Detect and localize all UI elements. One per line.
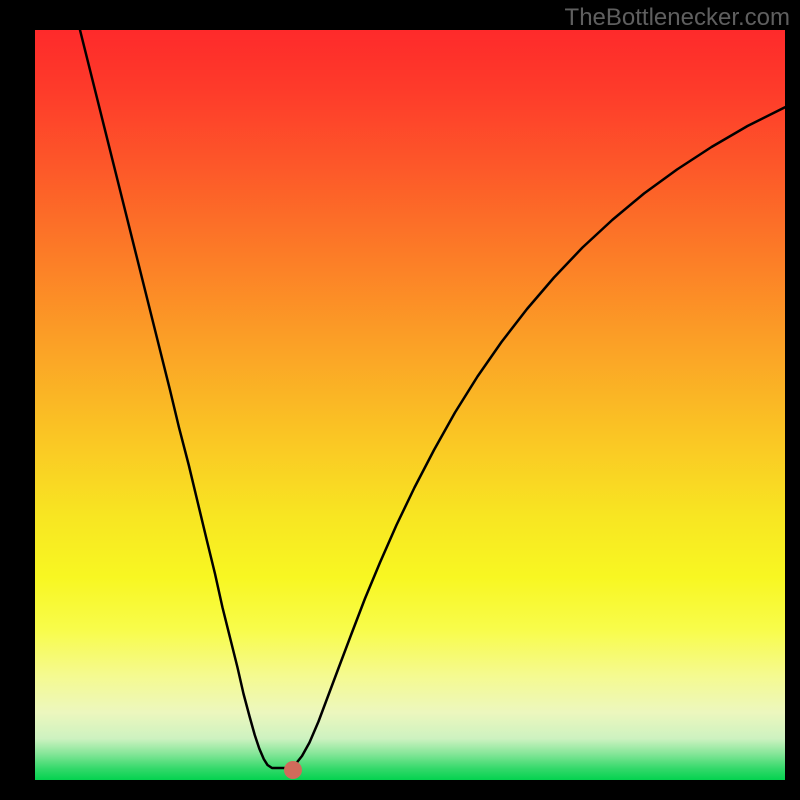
- bottleneck-curve: [35, 30, 785, 780]
- chart-container: TheBottlenecker.com: [0, 0, 800, 800]
- plot-area: [35, 30, 785, 780]
- watermark-text: TheBottlenecker.com: [565, 4, 790, 32]
